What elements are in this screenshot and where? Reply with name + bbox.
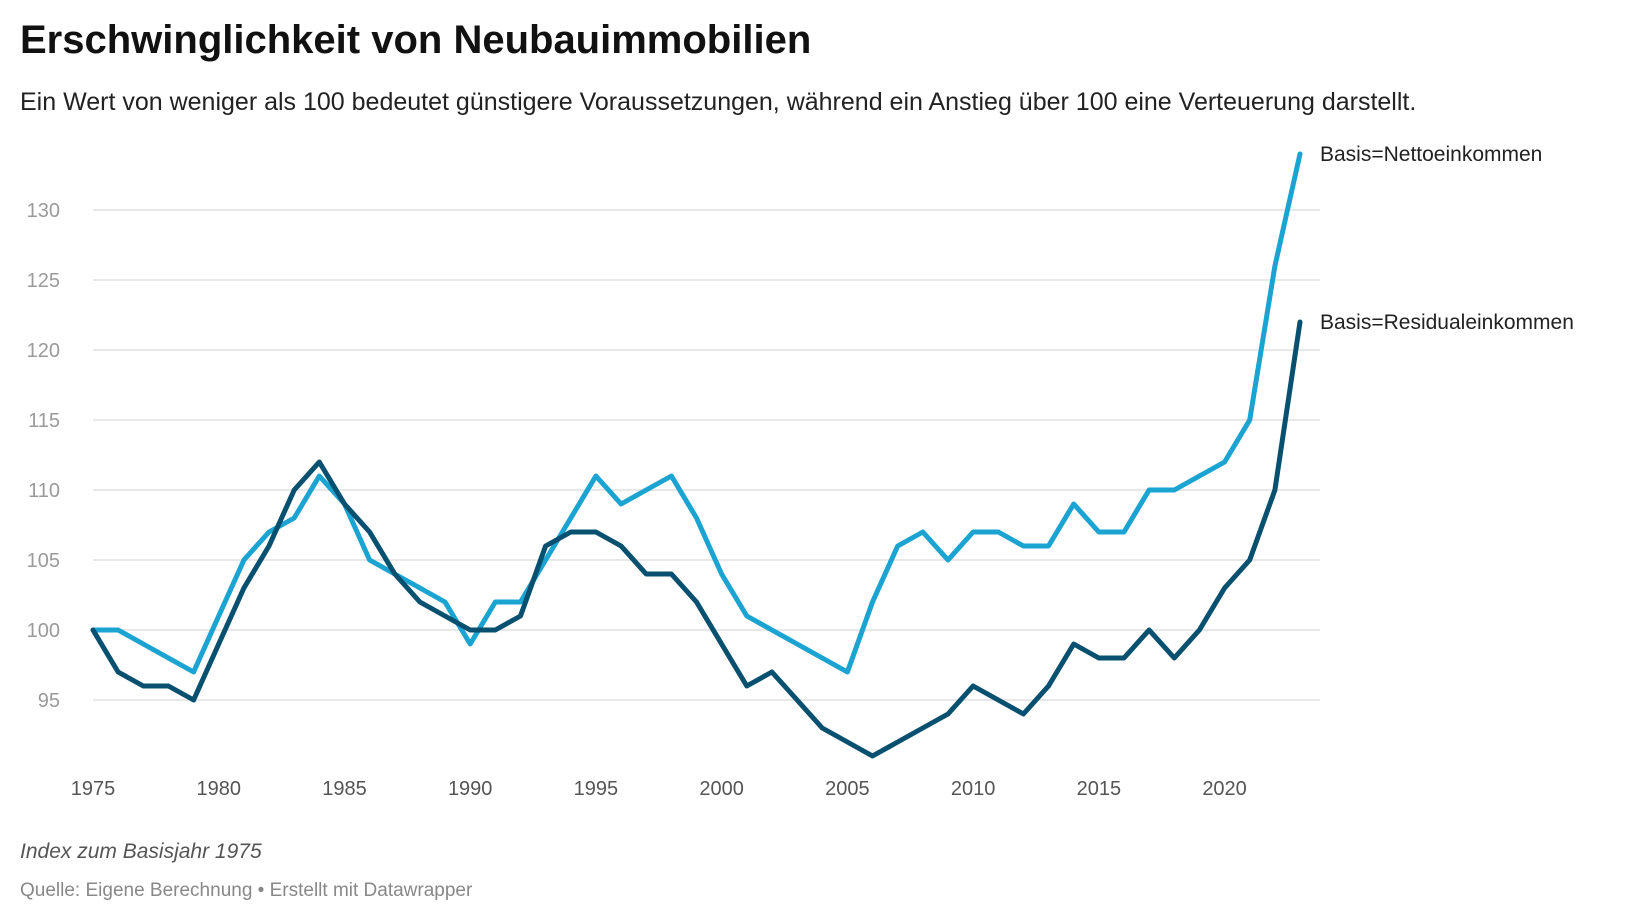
chart-title: Erschwinglichkeit von Neubauimmobilien <box>20 18 812 62</box>
series-lines <box>90 151 1303 759</box>
y-axis-ticks: 95 100 105 110 115 120 125 130 <box>27 200 60 712</box>
x-tick-label-2005: 2005 <box>825 778 870 800</box>
y-tick-label-110: 110 <box>28 480 60 502</box>
x-tick-label-2010: 2010 <box>951 778 996 800</box>
x-tick-label-1975: 1975 <box>71 778 116 800</box>
source-line: Quelle: Eigene Berechnung • Erstellt mit… <box>20 880 473 901</box>
y-tick-label-120: 120 <box>27 340 60 362</box>
x-axis-ticks: 1975 1980 1985 1990 1995 2000 2005 2010 2015 2020 <box>71 778 1247 800</box>
chart-subtitle: Ein Wert von weniger als 100 bedeutet gü… <box>20 88 1417 116</box>
x-tick-label-2015: 2015 <box>1077 778 1122 800</box>
x-tick-label-1995: 1995 <box>574 778 619 800</box>
x-tick-label-1985: 1985 <box>322 778 367 800</box>
series-label-0: Basis=Nettoeinkommen <box>1320 143 1542 166</box>
series-line-0 <box>90 151 1303 675</box>
index-note: Index zum Basisjahr 1975 <box>20 840 262 863</box>
x-tick-label-1990: 1990 <box>448 778 493 800</box>
series-line-1 <box>90 319 1303 759</box>
y-tick-label-100: 100 <box>27 620 60 642</box>
x-tick-label-2020: 2020 <box>1202 778 1247 800</box>
y-tick-label-115: 115 <box>28 410 60 432</box>
y-tick-label-125: 125 <box>27 270 60 292</box>
x-tick-label-2000: 2000 <box>699 778 744 800</box>
series-label-1: Basis=Residualeinkommen <box>1320 311 1574 334</box>
grid-lines <box>93 209 1320 701</box>
y-tick-label-95: 95 <box>38 690 60 712</box>
y-tick-label-105: 105 <box>27 550 60 572</box>
x-tick-label-1980: 1980 <box>196 778 241 800</box>
y-tick-label-130: 130 <box>27 200 60 222</box>
series-labels: Basis=Nettoeinkommen Basis=Residualeinkom… <box>1320 143 1574 334</box>
